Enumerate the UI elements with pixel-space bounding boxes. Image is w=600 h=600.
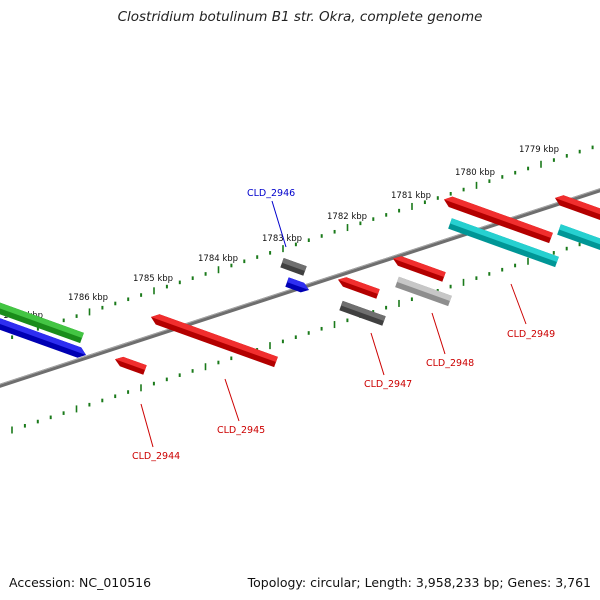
- gene-label-cld2949: CLD_2949: [507, 329, 555, 340]
- scale-label: 1782 kbp: [327, 212, 367, 222]
- scale-label: 1786 kbp: [68, 293, 108, 303]
- gene-label-cld2944: CLD_2944: [132, 451, 180, 462]
- gene-label-cld2945: CLD_2945: [217, 425, 265, 436]
- gene-label-cld2946: CLD_2946: [247, 188, 295, 199]
- scale-label: 1785 kbp: [133, 274, 173, 284]
- leader-line: [511, 284, 526, 324]
- accession-text: Accession: NC_010516: [9, 575, 151, 590]
- leader-line: [371, 333, 384, 375]
- genome-summary-text: Topology: circular; Length: 3,958,233 bp…: [248, 575, 591, 590]
- scale-label: 1780 kbp: [455, 168, 495, 178]
- gene-label-cld2947: CLD_2947: [364, 379, 412, 390]
- genome-map: 1787 kbp1786 kbp1785 kbp1784 kbp1783 kbp…: [0, 0, 600, 600]
- leader-line: [432, 313, 445, 354]
- leader-line: [141, 404, 153, 447]
- gene-arrow-cld2945-top: [151, 314, 278, 362]
- leader-line: [225, 379, 239, 421]
- scale-label: 1784 kbp: [198, 254, 238, 264]
- gene-label-cld2948: CLD_2948: [426, 358, 474, 369]
- scale-label: 1779 kbp: [519, 145, 559, 155]
- scale-label: 1781 kbp: [391, 191, 431, 201]
